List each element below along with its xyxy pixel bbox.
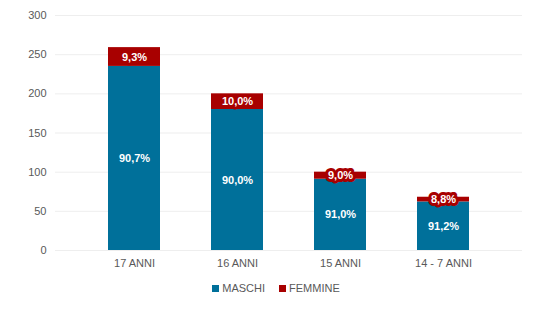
svg-text:9,0%: 9,0% [328,169,353,181]
svg-text:14 - 7 ANNI: 14 - 7 ANNI [415,257,472,269]
html-text:FEMMINE: FEMMINE [289,282,340,294]
svg-text:16 ANNI: 16 ANNI [217,257,258,269]
svg-text:250: 250 [28,48,46,60]
svg-text:91,0%: 91,0% [325,208,356,220]
svg-text:9,3%: 9,3% [122,51,147,63]
svg-text:17 ANNI: 17 ANNI [114,257,155,269]
svg-text:300: 300 [28,9,46,21]
svg-text:91,2%: 91,2% [428,220,459,232]
svg-text:200: 200 [28,87,46,99]
svg-text:100: 100 [28,166,46,178]
svg-text:10,0%: 10,0% [222,95,253,107]
html-text:MASCHI: MASCHI [222,282,265,294]
svg-text:150: 150 [28,127,46,139]
svg-text:0: 0 [40,244,46,256]
svg-text:50: 50 [34,205,46,217]
svg-text:8,8%: 8,8% [431,193,456,205]
svg-text:15 ANNI: 15 ANNI [320,257,361,269]
svg-text:90,0%: 90,0% [222,174,253,186]
svg-text:90,7%: 90,7% [119,152,150,164]
